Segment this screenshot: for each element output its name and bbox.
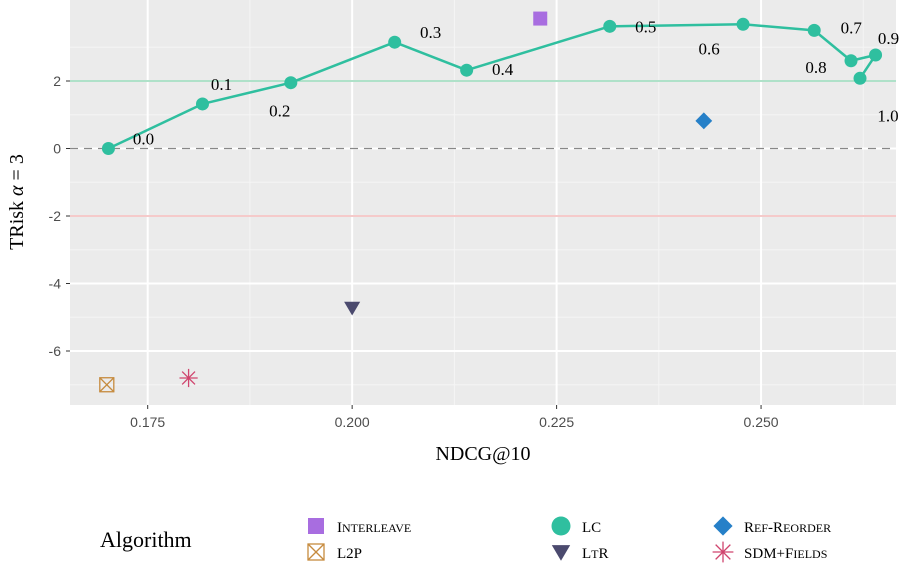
x-axis-ticks: 0.175 0.200 0.225 0.250 — [130, 405, 779, 430]
legend-key-diag — [307, 543, 325, 561]
legend-key — [307, 543, 325, 561]
marker-square-shape — [533, 11, 548, 26]
reference-lines — [70, 80, 896, 217]
y-tick-label: 2 — [53, 73, 61, 89]
legend-key — [308, 518, 324, 534]
x-tick-label: 0.225 — [539, 414, 574, 430]
legend-key — [712, 541, 734, 563]
x-tick-label: 0.200 — [335, 414, 370, 430]
lc-point — [736, 17, 750, 31]
marker-diamond-shape — [695, 112, 713, 130]
legend: Algorithm INTERLEAVE L2P LC LTR REF-REORDER S… — [100, 516, 831, 563]
lc-point — [101, 142, 115, 155]
point-label: 0.5 — [635, 17, 656, 36]
legend-key-shape — [308, 518, 324, 534]
legend-key-box — [307, 543, 325, 561]
lc-point — [388, 35, 402, 49]
y-axis-title: TRisk α = 3 — [6, 154, 28, 250]
legend-key — [551, 545, 571, 561]
legend-key-shape — [551, 516, 571, 536]
point-labels: 0.0 0.1 0.2 0.3 0.4 0.5 0.6 0.7 0.8 0.9 1.0 — [133, 17, 899, 148]
marker-crossed-box — [99, 377, 115, 393]
marker-asterisk — [179, 368, 198, 388]
point-label: 0.1 — [211, 75, 232, 94]
point-label: 0.6 — [698, 39, 719, 58]
lc-point — [844, 54, 858, 68]
lc-point — [460, 63, 474, 77]
point-label: 0.8 — [805, 58, 826, 77]
lc-point — [284, 76, 298, 90]
marker-triangle-down — [344, 301, 361, 316]
lc-point — [853, 71, 867, 85]
point-label: 0.3 — [420, 23, 441, 42]
marker-crossed-box-diag — [99, 377, 115, 393]
marker-crossed-box-box — [99, 377, 115, 393]
marker-square — [533, 11, 548, 26]
lc-point — [807, 23, 821, 37]
lc-point — [603, 19, 617, 33]
x-tick-label: 0.175 — [130, 414, 165, 430]
plot-panel — [70, 0, 896, 405]
y-tick-label: -4 — [49, 276, 62, 292]
legend-label: SDM+FIELDS — [744, 546, 827, 562]
point-label: 1.0 — [877, 106, 898, 125]
lc-line — [101, 17, 883, 155]
legend-label: LC — [582, 520, 601, 536]
marker-triangle-down-shape — [344, 301, 361, 316]
legend-key — [713, 516, 733, 536]
legend-key-shape — [713, 516, 733, 536]
lc-point — [869, 48, 883, 62]
legend-label: L2P — [337, 546, 362, 562]
legend-label: LTR — [582, 546, 609, 562]
point-label: 0.7 — [841, 18, 863, 37]
legend-key-stroke — [715, 544, 731, 560]
legend-label: REF-REORDER — [744, 520, 831, 536]
legend-key-shape — [551, 545, 571, 561]
marker-diamond — [695, 112, 713, 130]
y-axis-ticks: -6 -4 -2 0 2 — [49, 73, 70, 359]
y-tick-label: -2 — [49, 208, 62, 224]
x-tick-label: 0.250 — [744, 414, 779, 430]
legend-key — [551, 516, 571, 536]
point-label: 0.9 — [878, 29, 899, 48]
point-label: 0.2 — [269, 102, 290, 121]
point-label: 0.4 — [492, 60, 514, 79]
legend-label: INTERLEAVE — [337, 520, 411, 536]
legend-title: Algorithm — [100, 527, 192, 552]
point-label: 0.0 — [133, 130, 154, 149]
lc-point — [195, 97, 209, 111]
marker-asterisk-stroke — [181, 371, 196, 385]
marks — [99, 11, 713, 393]
y-tick-label: -6 — [49, 343, 62, 359]
y-tick-label: 0 — [53, 141, 61, 157]
x-axis-title: NDCG@10 — [435, 443, 530, 465]
